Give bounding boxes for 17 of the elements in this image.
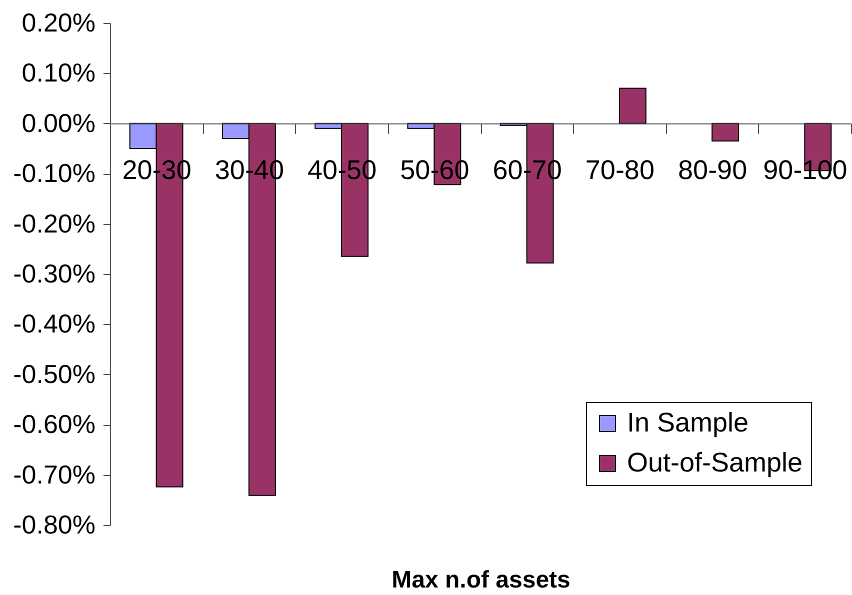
y-tick-label: -0.50% <box>13 358 96 389</box>
y-tick-label: -0.80% <box>13 510 96 540</box>
x-tick-label: 70-80 <box>585 154 654 185</box>
y-tick-label: 0.00% <box>22 108 96 138</box>
x-tick-label: 80-90 <box>678 154 748 185</box>
legend-label: In Sample <box>627 408 749 438</box>
legend-label: Out-of-Sample <box>627 448 803 478</box>
y-tick-label: 0.10% <box>22 58 96 88</box>
y-tick-label: 0.20% <box>22 8 96 38</box>
y-tick-label: -0.30% <box>13 258 96 288</box>
y-tick-label: -0.40% <box>13 308 96 339</box>
y-tick-label: -0.10% <box>13 158 96 188</box>
y-tick-label: -0.20% <box>13 208 96 238</box>
y-tick-label: -0.70% <box>13 459 96 490</box>
x-axis-title: Max n.of assets <box>392 566 570 594</box>
x-tick-label: 90-100 <box>763 154 848 185</box>
y-tick-label: -0.60% <box>13 409 96 440</box>
